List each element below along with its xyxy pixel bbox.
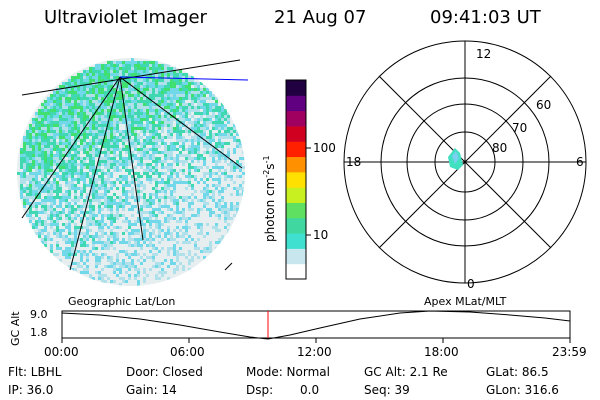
colorbar-band (286, 156, 306, 173)
colorbar-band (286, 233, 306, 249)
altitude-xtick-2359: 23:59 (552, 345, 587, 359)
polar-label-lat-60: 60 (536, 98, 552, 112)
altitude-right-title: Apex MLat/MLT (424, 295, 507, 308)
colorbar-gradient (286, 80, 306, 280)
polar-plot[interactable] (343, 40, 587, 284)
altitude-ytick-1-8: 1.8 (30, 326, 48, 339)
polar-label-mlt-18: 18 (346, 155, 362, 169)
uv-image[interactable] (17, 58, 249, 286)
altitude-xtick-1200: 12:00 (297, 345, 332, 359)
altitude-curve (61, 310, 571, 340)
colorbar-band (286, 263, 306, 280)
app-title: Ultraviolet Imager (44, 7, 207, 28)
altitude-left-title: Geographic Lat/Lon (68, 295, 176, 308)
status-glon: GLon: 316.6 (486, 383, 559, 397)
colorbar-unit-label: photon cm-2s-1 (262, 155, 277, 242)
polar-diagonal (378, 75, 552, 249)
altitude-ylabel: GC Alt (9, 311, 22, 346)
status-dsp-label: Dsp: (246, 383, 274, 397)
noon-meridian-line (119, 76, 249, 81)
altitude-plot-frame (61, 310, 571, 339)
altitude-ytick-9: 9.0 (30, 308, 48, 321)
colorbar-band (286, 202, 306, 219)
altitude-xtick-0600: 06:00 (170, 345, 205, 359)
status-glat: GLat: 86.5 (486, 365, 549, 379)
status-gain: Gain: 14 (126, 383, 177, 397)
colorbar-tick-100: 100 (313, 141, 336, 155)
status-ip: IP: 36.0 (8, 383, 54, 397)
colorbar-tick-10: 10 (313, 228, 329, 242)
polar-label-mlt-0: 0 (467, 277, 475, 291)
status-gc-alt: GC Alt: 2.1 Re (364, 365, 448, 379)
colorbar-band (286, 80, 306, 96)
status-filter: Flt: LBHL (8, 365, 62, 379)
status-door: Door: Closed (126, 365, 203, 379)
polar-label-lat-70: 70 (512, 121, 528, 135)
polar-label-lat-80: 80 (492, 141, 508, 155)
colorbar-frame (285, 79, 307, 280)
altitude-xtick-1800: 18:00 (424, 345, 459, 359)
polar-label-mlt-6: 6 (576, 155, 584, 169)
colorbar-band (286, 141, 306, 158)
observation-date: 21 Aug 07 (274, 7, 367, 28)
observation-time: 09:41:03 UT (430, 7, 541, 28)
colorbar-band (286, 248, 306, 265)
altitude-xticks (61, 338, 571, 343)
status-mode: Mode: Normal (246, 365, 330, 379)
status-seq: Seq: 39 (364, 383, 410, 397)
colorbar-band (286, 95, 306, 112)
polar-label-mlt-12: 12 (476, 47, 492, 61)
colorbar-band (286, 110, 306, 127)
colorbar-band (286, 171, 306, 188)
colorbar-band (286, 125, 306, 142)
colorbar-band (286, 187, 306, 203)
altitude-xtick-0000: 00:00 (44, 345, 79, 359)
status-dsp-value: 0.0 (300, 383, 320, 397)
colorbar (285, 79, 311, 280)
altitude-plot[interactable] (61, 310, 571, 343)
polar-emission-patch (448, 148, 463, 170)
colorbar-band (286, 217, 306, 234)
